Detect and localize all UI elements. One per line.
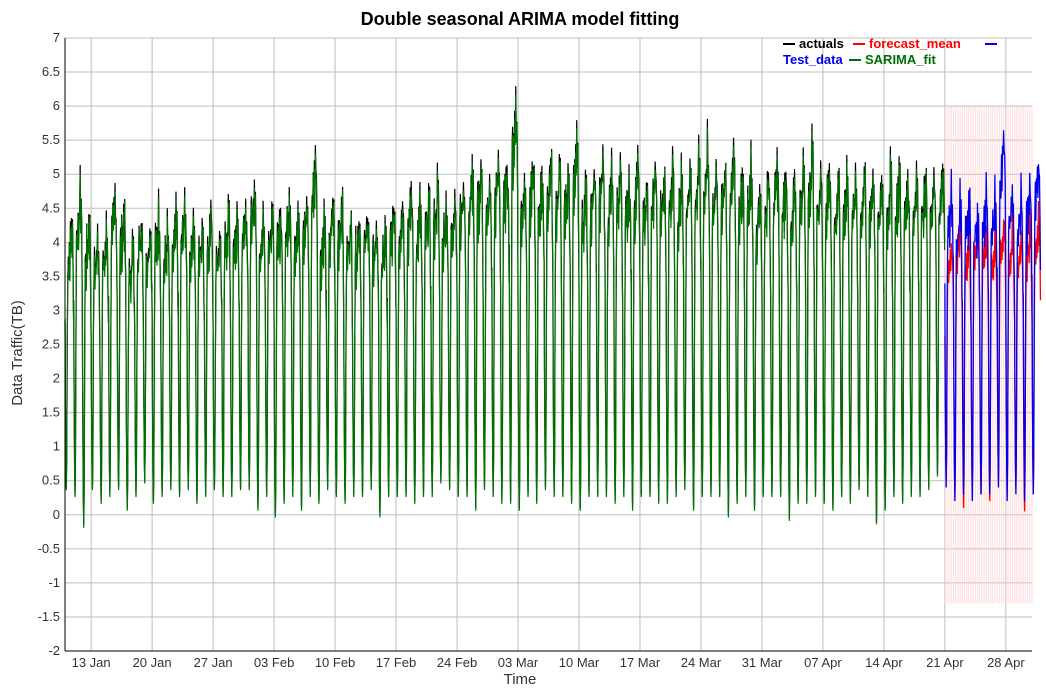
series-lines [64, 86, 1042, 528]
y-tick-label: -0.5 [38, 541, 60, 556]
y-tick-labels: -2 -1.5 -1 -0.5 0 0.5 1 1.5 2 2.5 3 3.5 4 4.5 5 5.5 6 6.5… [38, 30, 60, 658]
legend-label: forecast_mean [869, 36, 961, 51]
y-tick-label: 2 [53, 371, 60, 386]
series-test-data [944, 130, 1042, 502]
y-tick-label: 4.5 [42, 200, 60, 215]
x-tick-label: 03 Feb [254, 655, 294, 670]
x-tick-label: 17 Mar [620, 655, 661, 670]
y-tick-label: -1 [48, 575, 60, 590]
y-tick-label: 5 [53, 166, 60, 181]
y-tick-label: 1 [53, 439, 60, 454]
y-tick-label: 4 [53, 234, 60, 249]
x-tick-label: 27 Jan [194, 655, 233, 670]
x-tick-label: 10 Feb [315, 655, 355, 670]
x-tick-label: 03 Mar [498, 655, 539, 670]
y-tick-label: 3 [53, 302, 60, 317]
legend-label: SARIMA_fit [865, 52, 936, 67]
axes [64, 38, 1032, 652]
x-tick-label: 28 Apr [987, 655, 1025, 670]
y-tick-label: -2 [48, 643, 60, 658]
x-tick-label: 24 Feb [437, 655, 477, 670]
y-tick-label: 3.5 [42, 268, 60, 283]
y-tick-label: 5.5 [42, 132, 60, 147]
x-tick-label: 10 Mar [559, 655, 600, 670]
y-tick-label: 0.5 [42, 473, 60, 488]
grid-lines [65, 37, 1032, 652]
y-tick-label: 2.5 [42, 337, 60, 352]
series-sarima-fit [64, 94, 946, 528]
x-tick-labels: 13 Jan 20 Jan 27 Jan 03 Feb 10 Feb 17 Feb 24 F… [72, 655, 1026, 670]
y-axis-label: Data Traffic(TB) [9, 300, 26, 406]
y-tick-label: 1.5 [42, 405, 60, 420]
x-tick-label: 14 Apr [865, 655, 903, 670]
x-axis-label: Time [504, 671, 537, 688]
legend: actuals forecast_mean Test_data SARIMA_fit [783, 36, 997, 67]
x-tick-label: 24 Mar [681, 655, 722, 670]
legend-label: Test_data [783, 52, 843, 67]
x-tick-label: 17 Feb [376, 655, 416, 670]
y-tick-label: 0 [53, 507, 60, 522]
x-tick-label: 20 Jan [133, 655, 172, 670]
x-tick-label: 31 Mar [742, 655, 783, 670]
x-tick-label: 13 Jan [72, 655, 111, 670]
y-tick-label: 7 [53, 30, 60, 45]
x-tick-label: 21 Apr [926, 655, 964, 670]
chart-title: Double seasonal ARIMA model fitting [361, 9, 680, 29]
y-tick-label: -1.5 [38, 609, 60, 624]
legend-label: actuals [799, 36, 844, 51]
y-tick-label: 6.5 [42, 64, 60, 79]
x-tick-label: 07 Apr [804, 655, 842, 670]
y-tick-label: 6 [53, 98, 60, 113]
